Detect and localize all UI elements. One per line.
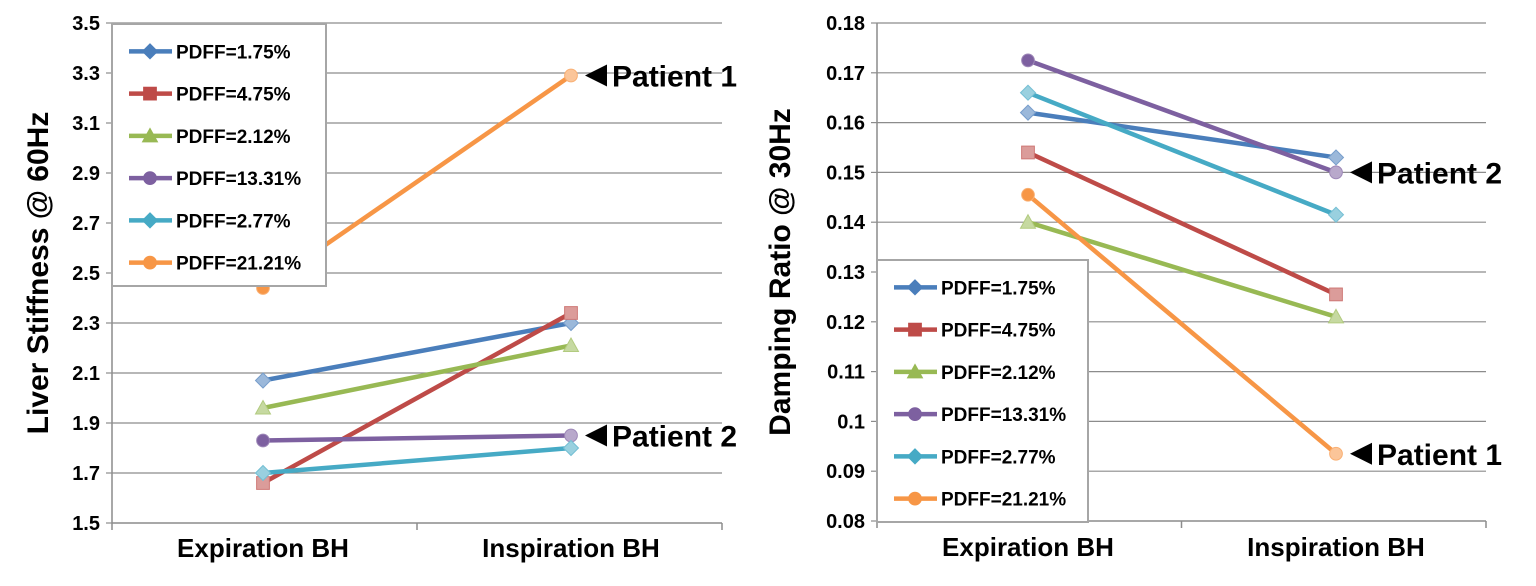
- y-tick-label: 2.5: [72, 263, 100, 285]
- legend-label: PDFF=13.31%: [941, 405, 1066, 426]
- data-point: [1021, 215, 1036, 229]
- data-point: [565, 69, 578, 82]
- legend-label: PDFF=2.12%: [176, 127, 291, 148]
- data-point: [1022, 54, 1035, 67]
- legend-label: PDFF=4.75%: [941, 321, 1056, 342]
- legend: PDFF=1.75% PDFF=4.75% PDFF=2.12% PDFF=13.31…: [112, 24, 326, 286]
- chart-panel-2: 0.08 0.09 0.1 0.11 0.12 0.13 0.14 0.15 0.16 0.17 0…: [764, 13, 1502, 562]
- annotation-label: Patient 2: [612, 421, 737, 454]
- annotation-arrow: [1350, 161, 1372, 183]
- data-point: [564, 441, 579, 456]
- annotation-arrow: [1350, 443, 1372, 465]
- y-tick-label: 0.14: [826, 212, 866, 234]
- y-tick-label: 0.1: [837, 411, 865, 433]
- legend-swatch-marker: [144, 172, 157, 185]
- y-tick-label: 0.11: [827, 362, 865, 384]
- y-axis-label: Liver Stiffness @ 60Hz: [22, 112, 55, 435]
- legend-label: PDFF=2.12%: [941, 363, 1056, 384]
- legend-label: PDFF=1.75%: [176, 42, 291, 63]
- legend-swatch-marker: [909, 492, 922, 505]
- legend-label: PDFF=2.77%: [176, 211, 291, 232]
- legend-label: PDFF=4.75%: [176, 85, 291, 106]
- legend-label: PDFF=13.31%: [176, 169, 301, 190]
- series-line: [1028, 113, 1336, 158]
- y-tick-label: 0.13: [826, 262, 865, 284]
- y-tick-label: 2.3: [72, 313, 100, 335]
- annotation-label: Patient 2: [1377, 157, 1502, 190]
- data-point: [257, 434, 270, 447]
- legend: PDFF=1.75% PDFF=4.75% PDFF=2.12% PDFF=13.31…: [877, 260, 1088, 522]
- y-tick-label: 0.17: [826, 63, 865, 85]
- y-tick-label: 2.1: [72, 363, 100, 385]
- x-tick-label: Expiration BH: [177, 533, 349, 563]
- y-tick-label: 0.15: [826, 162, 865, 184]
- x-tick-label: Inspiration BH: [482, 533, 660, 563]
- annotation-label: Patient 1: [612, 61, 737, 94]
- series-line: [263, 448, 571, 473]
- data-point: [1021, 85, 1036, 100]
- data-point: [1330, 447, 1343, 460]
- y-tick-label: 0.08: [826, 511, 865, 533]
- legend-label: PDFF=2.77%: [941, 447, 1056, 468]
- annotation-arrow: [585, 65, 607, 87]
- y-tick-label: 2.9: [72, 163, 100, 185]
- legend-label: PDFF=21.21%: [941, 490, 1066, 511]
- y-tick-label: 0.12: [826, 312, 865, 334]
- data-point: [256, 373, 271, 388]
- annotation-arrow: [585, 425, 607, 447]
- legend-swatch-marker: [144, 87, 157, 100]
- data-point: [1021, 105, 1036, 120]
- data-point: [1330, 288, 1343, 301]
- legend-swatch-marker: [909, 323, 922, 336]
- data-point: [565, 307, 578, 320]
- y-tick-label: 2.7: [72, 213, 100, 235]
- legend-label: PDFF=21.21%: [176, 254, 301, 275]
- chart-panel-1: 1.5 1.7 1.9 2.1 2.3 2.5 2.7 2.9 3.1 3.3 3.5 Expirat…: [22, 13, 737, 563]
- y-tick-label: 0.16: [826, 113, 865, 135]
- y-axis-label: Damping Ratio @ 30Hz: [764, 108, 797, 436]
- data-point: [1022, 188, 1035, 201]
- y-tick-label: 3.3: [72, 63, 100, 85]
- x-tick-label: Expiration BH: [942, 532, 1114, 562]
- legend-swatch-marker: [144, 256, 157, 269]
- annotation-label: Patient 1: [1377, 439, 1502, 472]
- data-point: [1022, 146, 1035, 159]
- y-tick-label: 3.1: [72, 113, 100, 135]
- x-tick-label: Inspiration BH: [1247, 532, 1425, 562]
- series-line: [263, 323, 571, 381]
- series-line: [263, 436, 571, 441]
- data-point: [1329, 207, 1344, 222]
- y-tick-label: 1.7: [72, 463, 100, 485]
- y-tick-label: 1.9: [72, 413, 100, 435]
- y-tick-label: 0.09: [826, 461, 865, 483]
- legend-label: PDFF=1.75%: [941, 278, 1056, 299]
- y-tick-label: 1.5: [72, 513, 100, 535]
- data-point: [1330, 166, 1343, 179]
- y-tick-label: 0.18: [826, 13, 865, 35]
- y-tick-label: 3.5: [72, 13, 100, 35]
- data-point: [1329, 150, 1344, 165]
- legend-swatch-marker: [909, 408, 922, 421]
